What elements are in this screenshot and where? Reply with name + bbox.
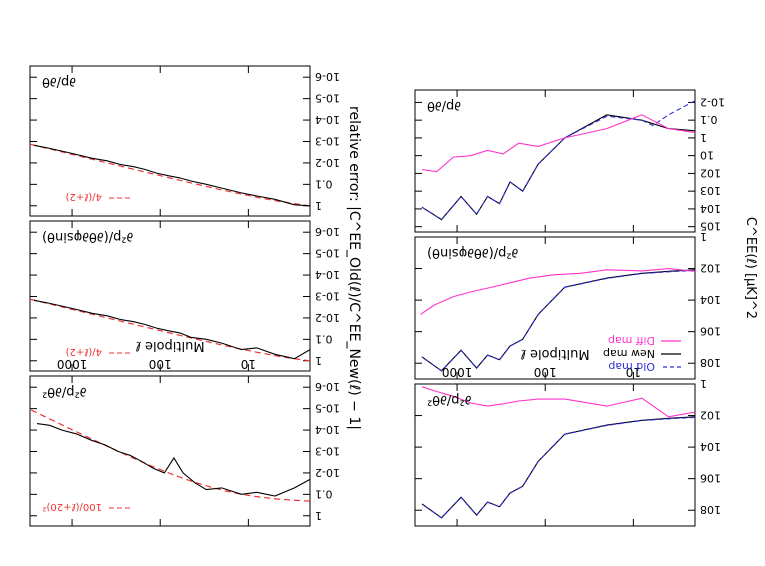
panel-label: ∂²p/(∂θ∂φsinθ) — [42, 229, 133, 244]
y-tick-label: 103 — [700, 184, 721, 197]
y-tick-label: 105 — [700, 220, 721, 233]
series-diff — [421, 114, 696, 173]
panel-label: ∂²p/∂θ² — [427, 392, 471, 407]
y-tick-label: 106 — [700, 472, 721, 485]
y-tick-label: 10-6 — [315, 225, 340, 238]
reference-label: 4/(ℓ+2) — [65, 346, 102, 357]
reference-curve — [29, 143, 311, 207]
y-tick-label: 1 — [700, 377, 707, 390]
panel-label: ∂p/∂θ — [42, 74, 76, 89]
y-tick-label: 1 — [315, 509, 322, 522]
y-tick-label: 10-2 — [315, 311, 340, 324]
y-tick-label: 0.1 — [315, 487, 333, 500]
y-tick-label: 10-3 — [315, 289, 340, 302]
right-y-axis-title: C^EE(ℓ) [μK]^2 — [743, 217, 758, 319]
series-error — [33, 299, 311, 360]
panel-error-d2p-dtheta2: 10100100010.110-210-310-410-510-6Multipo… — [29, 338, 340, 527]
y-tick-label: 104 — [700, 202, 721, 215]
legend-entry-new: New map — [603, 347, 655, 360]
y-tick-label: 10-2 — [315, 466, 340, 479]
y-tick-label: 104 — [700, 293, 721, 306]
panel-label: ∂²p/∂θ² — [42, 384, 86, 399]
series-old — [421, 269, 696, 372]
panel-label: ∂p/∂θ — [427, 98, 461, 113]
series-new — [421, 114, 696, 221]
y-tick-label: 102 — [700, 262, 721, 275]
y-axis-title: relative error: |C^EE_Old(ℓ)/C^EE_New(ℓ)… — [346, 106, 362, 430]
series-diff — [421, 386, 696, 418]
y-tick-label: 10 — [700, 149, 714, 162]
series-new — [421, 416, 696, 519]
y-tick-label: 102 — [700, 409, 721, 422]
legend-entry-diff: Diff map — [608, 334, 655, 347]
y-tick-label: 10-3 — [315, 134, 340, 147]
y-tick-label: 104 — [700, 440, 721, 453]
panel-error-d2p-dthetadphi: 1 0.1 10-2 10-3 10-4 10-5 10-6 4/(ℓ+2) ∂²p/(∂θ∂φ… — [29, 220, 340, 372]
y-tick-label: 102 — [700, 166, 721, 179]
panel-label: ∂²p/(∂θ∂φsinθ) — [427, 245, 518, 260]
y-tick-label: 0.1 — [700, 113, 718, 126]
y-tick-label: 10-6 — [315, 70, 340, 83]
series-old — [421, 416, 696, 519]
y-tick-label: 10-6 — [315, 380, 340, 393]
panel-error-dp-dtheta: 1 0.1 10-2 10-3 10-4 10-5 10-6 4/(ℓ+2) ∂p/∂θ — [29, 65, 340, 217]
y-tick-label: 1 — [315, 199, 322, 212]
panel-frame — [414, 89, 696, 233]
reference-label: 4/(ℓ+2) — [65, 191, 102, 202]
series-old — [421, 100, 696, 221]
y-tick-label: 108 — [700, 503, 721, 516]
y-tick-label: 108 — [700, 356, 721, 369]
x-axis-label: Multipole ℓ — [520, 346, 589, 361]
reference-curve — [29, 408, 311, 502]
y-tick-label: 10-4 — [315, 268, 340, 281]
y-tick-label: 0.1 — [315, 332, 333, 345]
y-tick-label: 0.1 — [315, 177, 333, 190]
y-tick-label: 10-3 — [315, 444, 340, 457]
y-tick-label: 106 — [700, 325, 721, 338]
y-tick-label: 10-5 — [315, 247, 340, 260]
y-tick-label: 10-2 — [700, 95, 725, 108]
y-tick-label: 10-2 — [315, 156, 340, 169]
series-error — [36, 423, 311, 497]
y-tick-label: 10-4 — [315, 423, 340, 436]
panel-frame — [414, 383, 696, 527]
series-error — [33, 144, 311, 207]
y-tick-label: 1 — [315, 354, 322, 367]
y-tick-label: 10-4 — [315, 113, 340, 126]
y-tick-label: 1 — [700, 131, 707, 144]
y-tick-label: 1 — [700, 230, 707, 243]
panel-frame — [414, 236, 696, 380]
legend-entry-old: Old map — [608, 360, 655, 373]
y-tick-label: 10-5 — [315, 402, 340, 415]
x-axis-label: Multipole ℓ — [135, 338, 204, 353]
reference-curve — [29, 298, 311, 362]
reference-label: 100/(ℓ+20)² — [42, 501, 102, 512]
series-diff — [420, 268, 696, 315]
panel-power-dp-dtheta: 10-2 0.1 1 10 102 103 104 105 ∂p/∂θ — [414, 89, 725, 233]
y-tick-label: 10-5 — [315, 92, 340, 105]
